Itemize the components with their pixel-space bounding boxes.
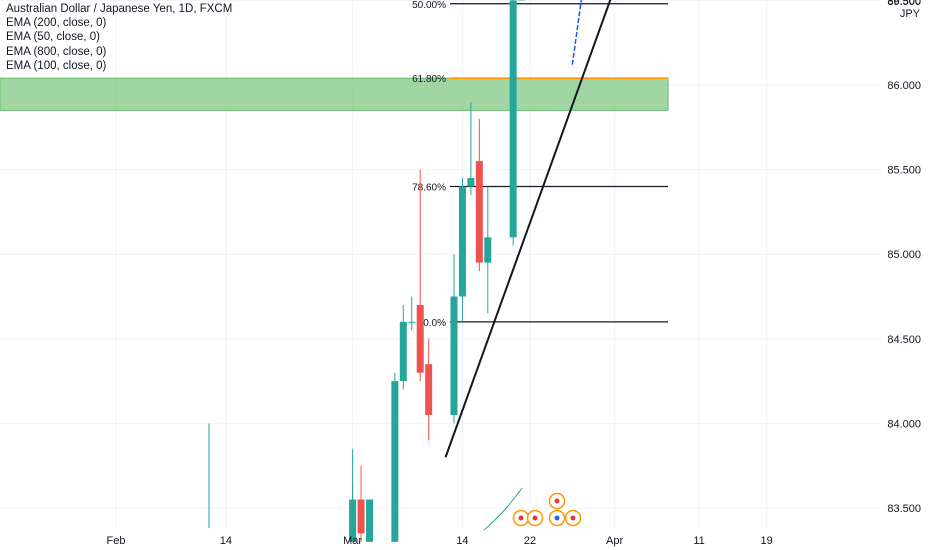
time-tick-label: Mar <box>343 535 362 547</box>
indicator-ema-50[interactable]: EMA (50, close, 0) <box>6 31 100 44</box>
price-tick-label: 86.000 <box>887 80 921 92</box>
currency-label: JPY <box>900 8 921 20</box>
candle-body <box>399 321 407 382</box>
price-tick-label: 86.500 <box>887 0 921 7</box>
event-dot-icon <box>570 515 576 521</box>
ema-curve <box>483 487 523 531</box>
trendline[interactable] <box>444 0 632 458</box>
price-tick-label: 85.500 <box>887 165 921 177</box>
time-axis[interactable]: Feb 14 Mar 14 22 Apr 11 19 <box>107 535 773 547</box>
time-tick-label: Apr <box>606 535 623 547</box>
fibonacci-retracement[interactable]: 0.00%38.20%50.00%61.80%78.60%0.0% <box>412 0 668 329</box>
event-dot-icon <box>554 515 560 521</box>
time-tick-label: 19 <box>761 535 773 547</box>
time-tick-label: 14 <box>456 535 468 547</box>
candle-body <box>366 499 373 542</box>
event-dot-icon <box>518 515 524 521</box>
candle-body <box>357 499 365 534</box>
event-markers[interactable] <box>512 492 582 527</box>
indicator-ema-800[interactable]: EMA (800, close, 0) <box>6 45 107 58</box>
fib-label: 50.00% <box>412 0 446 11</box>
candles <box>208 0 526 542</box>
time-tick-label: Feb <box>107 535 126 547</box>
time-tick-label: 22 <box>524 535 536 547</box>
price-tick-label: 84.500 <box>887 334 921 346</box>
candle-body <box>425 364 433 415</box>
time-tick-label: 11 <box>693 535 704 547</box>
support-zone-rect[interactable] <box>0 77 669 111</box>
fib-label: 61.80% <box>412 74 446 85</box>
indicator-ema-100[interactable]: EMA (100, close, 0) <box>6 59 107 72</box>
fib-label: 0.0% <box>423 318 446 329</box>
support-zone[interactable] <box>0 77 669 111</box>
price-tick-label: 89.500 <box>887 0 921 8</box>
event-dot-icon <box>554 498 560 504</box>
price-tick-label: 84.000 <box>887 418 921 430</box>
candle-body <box>416 304 424 373</box>
candle-body <box>391 381 399 542</box>
event-dot-icon <box>532 515 538 521</box>
price-tick-label: 83.500 <box>887 503 921 515</box>
candle-body <box>458 186 466 297</box>
legend: Australian Dollar / Japanese Yen, 1D, FX… <box>6 2 232 73</box>
price-axis[interactable]: 83.500 84.000 84.500 85.000 85.500 86.000 86.5… <box>883 0 929 515</box>
candle-body <box>484 237 492 263</box>
candle-body <box>408 321 416 323</box>
candle-body <box>509 0 517 238</box>
time-tick-label: 14 <box>220 535 232 547</box>
candle-body <box>450 296 458 415</box>
indicator-ema-200[interactable]: EMA (200, close, 0) <box>6 17 107 30</box>
candle-body <box>475 161 483 263</box>
drawings[interactable] <box>444 0 632 531</box>
candle-body <box>467 178 475 187</box>
fib-label: 78.60% <box>412 183 446 194</box>
price-tick-label: 85.000 <box>887 249 921 261</box>
symbol-title[interactable]: Australian Dollar / Japanese Yen, 1D, FX… <box>6 3 233 15</box>
